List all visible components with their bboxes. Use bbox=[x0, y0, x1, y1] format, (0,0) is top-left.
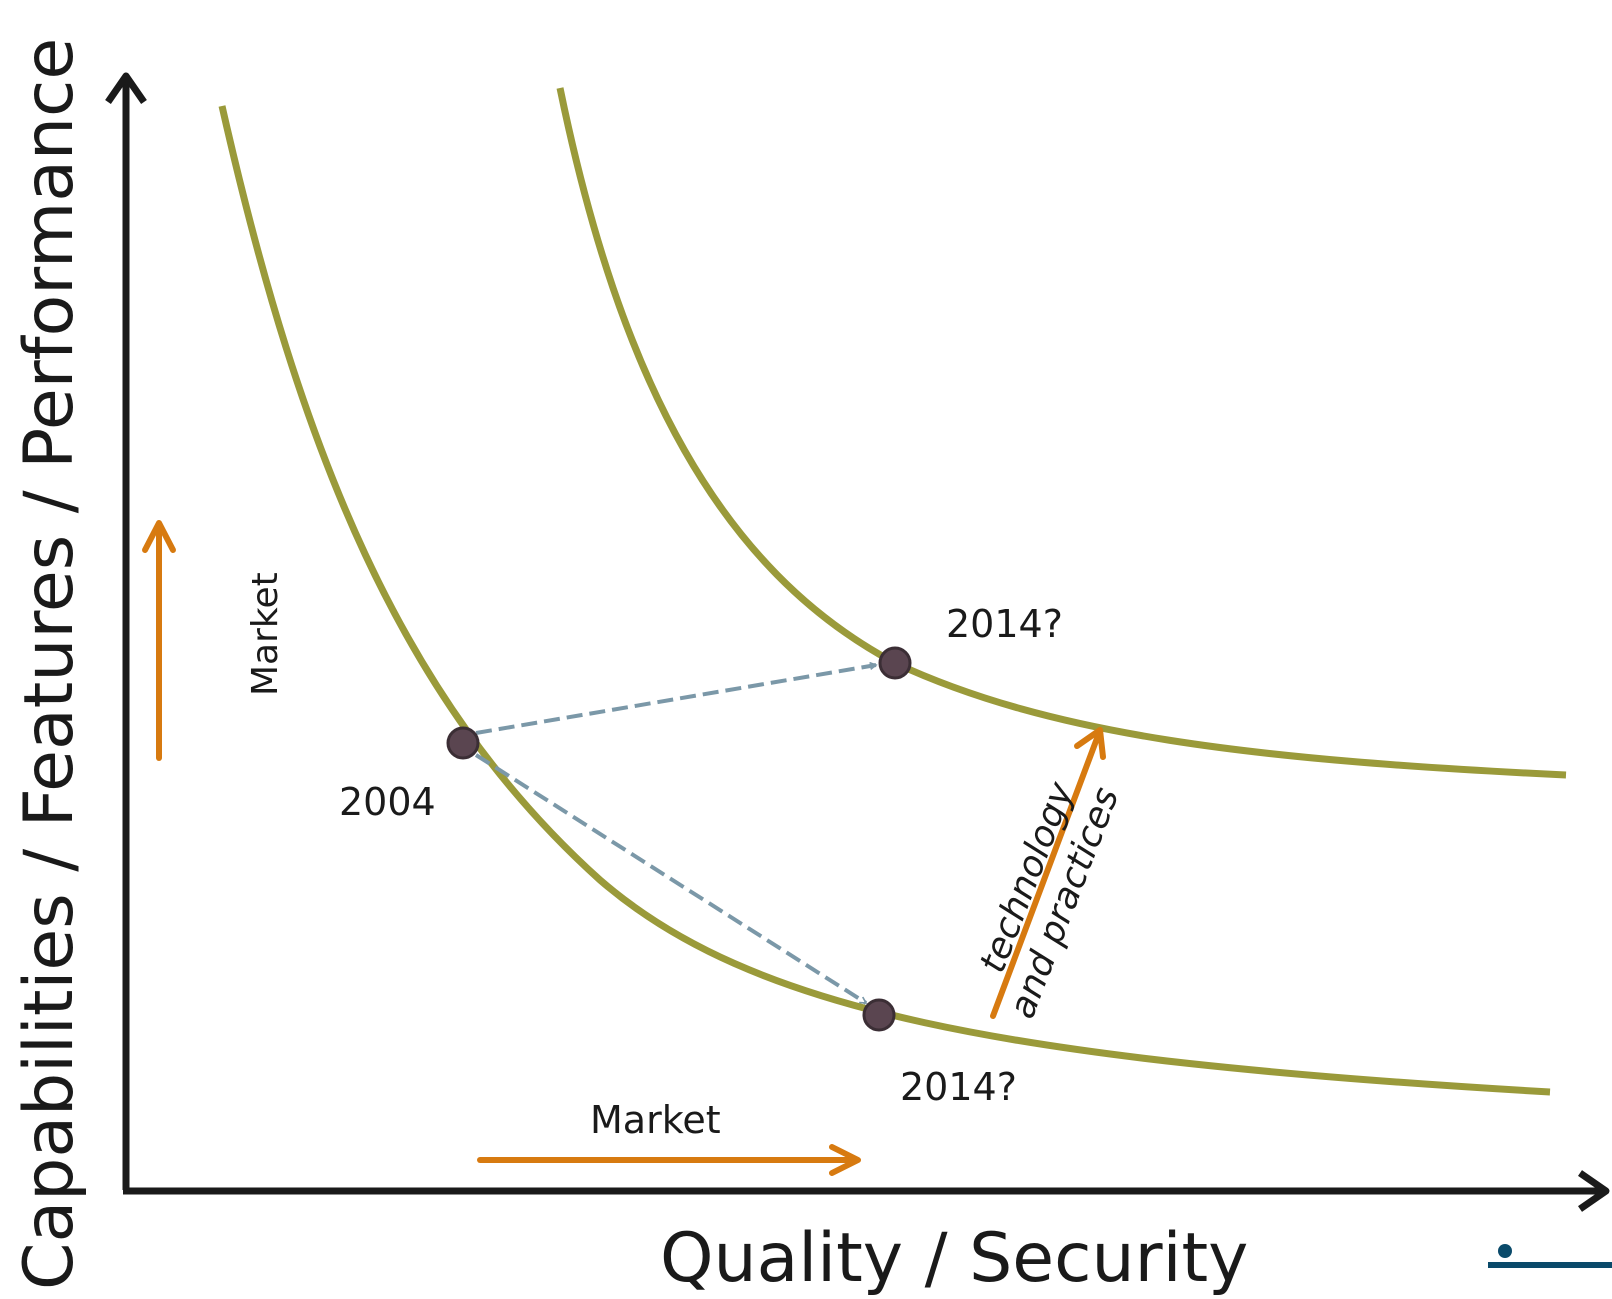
market-vertical-arrow bbox=[142, 520, 176, 761]
technology-arrow bbox=[990, 727, 1106, 1019]
y-axis-title: Capabilities / Features / Performance bbox=[10, 38, 89, 1290]
label-2014-upper: 2014? bbox=[946, 602, 1063, 646]
dashed-arrow-to-lower bbox=[474, 753, 866, 1005]
label-market-horizontal: Market bbox=[590, 1098, 721, 1142]
point-2004 bbox=[446, 726, 480, 760]
x-axis-arrowhead bbox=[1578, 1170, 1610, 1212]
logo-icon bbox=[1488, 1244, 1612, 1268]
y-axis-arrowhead bbox=[105, 72, 147, 104]
lower-tradeoff-curve bbox=[218, 105, 1551, 1096]
market-horizontal-arrow bbox=[477, 1144, 861, 1176]
label-2014-lower: 2014? bbox=[900, 1065, 1017, 1109]
label-2004: 2004 bbox=[339, 780, 436, 824]
axes bbox=[105, 72, 1610, 1212]
x-axis-title: Quality / Security bbox=[660, 1219, 1248, 1298]
technology-label: technology and practices bbox=[972, 776, 1127, 1024]
label-market-vertical: Market bbox=[245, 572, 286, 696]
point-2014-lower bbox=[862, 998, 896, 1032]
upper-tradeoff-curve bbox=[556, 87, 1567, 779]
point-2014-upper bbox=[878, 646, 912, 680]
dashed-arrow-to-upper bbox=[475, 665, 876, 735]
